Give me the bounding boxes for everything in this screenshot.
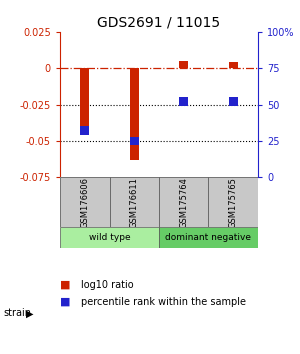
Bar xyxy=(110,177,159,227)
Bar xyxy=(179,97,188,106)
Text: GSM176606: GSM176606 xyxy=(80,177,89,228)
Text: wild type: wild type xyxy=(89,233,130,242)
Bar xyxy=(130,137,139,145)
Text: ■: ■ xyxy=(60,297,70,307)
Bar xyxy=(179,61,188,68)
Text: dominant negative: dominant negative xyxy=(166,233,251,242)
Text: ■: ■ xyxy=(60,280,70,290)
Bar xyxy=(159,177,208,227)
Text: log10 ratio: log10 ratio xyxy=(81,280,134,290)
Text: ▶: ▶ xyxy=(26,309,33,319)
Bar xyxy=(80,126,89,135)
Bar xyxy=(229,62,238,68)
Bar xyxy=(159,227,258,248)
Bar xyxy=(229,97,238,106)
Bar xyxy=(80,68,89,126)
Text: GSM175764: GSM175764 xyxy=(179,177,188,228)
Text: GSM175765: GSM175765 xyxy=(229,177,238,228)
Bar xyxy=(130,68,139,160)
Text: strain: strain xyxy=(3,308,31,318)
Bar xyxy=(60,227,159,248)
Bar xyxy=(208,177,258,227)
Text: GSM176611: GSM176611 xyxy=(130,177,139,228)
Title: GDS2691 / 11015: GDS2691 / 11015 xyxy=(98,15,220,29)
Text: percentile rank within the sample: percentile rank within the sample xyxy=(81,297,246,307)
Bar xyxy=(60,177,110,227)
